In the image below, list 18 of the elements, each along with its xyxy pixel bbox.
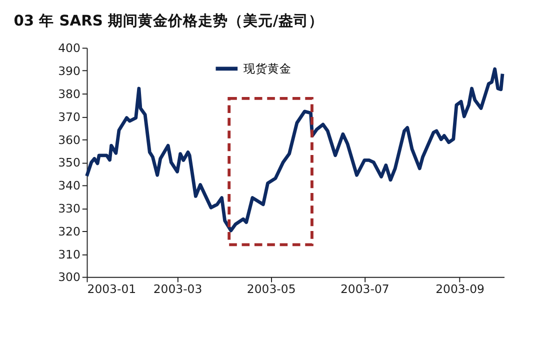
x-tick-label: 2003-03 — [153, 282, 202, 296]
y-tick-label: 370 — [58, 110, 80, 124]
y-tick-label: 320 — [58, 224, 80, 238]
x-tick-label: 2003-07 — [340, 282, 390, 296]
y-tick-label: 360 — [58, 132, 80, 147]
y-tick-label: 300 — [58, 270, 80, 284]
y-tick-label: 340 — [58, 178, 80, 193]
y-tick-label: 400 — [58, 41, 80, 56]
legend-label: 现货黄金 — [244, 62, 292, 76]
x-tick-label: 2003-09 — [436, 282, 484, 296]
x-tick-label: 2003-05 — [246, 282, 296, 296]
y-tick-label: 330 — [58, 201, 80, 216]
chart-title: 03 年 SARS 期间黄金价格走势（美元/盎司） — [14, 11, 324, 30]
y-tick-label: 310 — [58, 247, 80, 262]
y-tick-label: 350 — [58, 156, 80, 170]
y-tick-label: 390 — [58, 64, 80, 78]
y-tick-label: 380 — [58, 86, 80, 101]
x-tick-label: 2003-01 — [87, 282, 136, 296]
